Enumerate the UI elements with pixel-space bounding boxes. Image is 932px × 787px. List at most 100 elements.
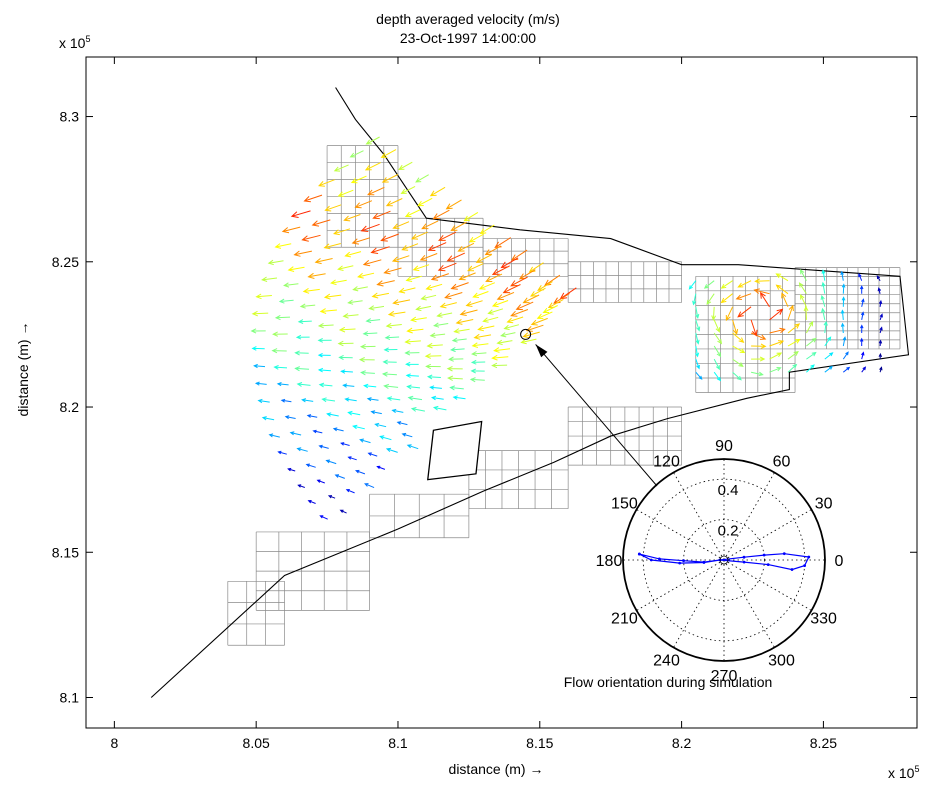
velocity-arrow bbox=[383, 347, 398, 353]
velocity-arrow bbox=[404, 338, 421, 345]
velocity-arrow bbox=[307, 500, 316, 504]
velocity-arrow bbox=[430, 395, 444, 401]
velocity-arrow bbox=[750, 319, 758, 337]
velocity-arrow bbox=[358, 357, 375, 363]
polar-angle-label: 270 bbox=[711, 668, 738, 685]
velocity-arrow bbox=[281, 226, 301, 234]
velocity-arrow bbox=[327, 495, 336, 499]
velocity-arrow bbox=[823, 320, 828, 334]
velocity-arrow bbox=[391, 255, 410, 263]
velocity-arrow bbox=[713, 358, 720, 371]
velocity-arrow bbox=[319, 308, 337, 314]
polar-spoke bbox=[636, 559, 725, 611]
polar-spoke bbox=[723, 472, 775, 561]
velocity-arrow bbox=[297, 484, 305, 488]
velocity-arrow bbox=[383, 267, 402, 275]
x-axis-exponent: x 105 bbox=[888, 764, 919, 781]
velocity-arrow bbox=[522, 294, 540, 304]
velocity-arrow bbox=[425, 283, 443, 291]
velocity-arrow bbox=[385, 322, 402, 329]
velocity-arrow bbox=[452, 395, 466, 400]
velocity-arrow bbox=[326, 412, 339, 417]
velocity-arrow bbox=[455, 319, 474, 325]
polar-track-point bbox=[766, 563, 770, 567]
velocity-arrow bbox=[273, 365, 288, 370]
velocity-arrow bbox=[720, 280, 733, 289]
velocity-arrow bbox=[334, 474, 345, 479]
velocity-arrow bbox=[859, 285, 864, 294]
velocity-arrow bbox=[806, 351, 817, 360]
domain-boundary bbox=[150, 87, 910, 698]
velocity-arrow bbox=[420, 294, 437, 301]
velocity-arrow bbox=[753, 288, 770, 295]
velocity-arrow bbox=[750, 371, 764, 377]
velocity-arrow bbox=[338, 326, 356, 333]
velocity-arrow bbox=[296, 382, 311, 387]
polar-angle-label: 90 bbox=[715, 438, 733, 455]
velocity-arrow bbox=[806, 364, 815, 373]
velocity-arrow bbox=[376, 280, 395, 287]
velocity-arrow bbox=[297, 319, 312, 324]
polar-track-point bbox=[742, 560, 746, 564]
y-tick-label: 8.3 bbox=[60, 109, 80, 125]
velocity-arrow bbox=[251, 310, 269, 317]
velocity-arrow bbox=[299, 303, 316, 309]
polar-angle-label: 0 bbox=[835, 553, 844, 570]
island-outline bbox=[427, 420, 483, 481]
velocity-arrow bbox=[382, 359, 397, 365]
velocity-arrow bbox=[695, 371, 703, 380]
polar-spoke bbox=[723, 559, 775, 648]
velocity-arrow bbox=[415, 174, 429, 183]
velocity-arrow bbox=[496, 291, 515, 301]
velocity-arrow bbox=[255, 293, 272, 300]
velocity-arrow bbox=[289, 431, 302, 436]
velocity-arrow bbox=[465, 300, 483, 307]
velocity-arrow bbox=[354, 469, 366, 475]
velocity-arrow bbox=[337, 265, 354, 271]
velocity-arrow bbox=[737, 306, 752, 318]
velocity-arrow bbox=[458, 272, 476, 281]
polar-track-point bbox=[678, 561, 682, 565]
polar-track-point bbox=[782, 552, 786, 556]
polar-track-point bbox=[702, 561, 706, 564]
velocity-arrow bbox=[491, 362, 508, 369]
velocity-arrow bbox=[688, 280, 697, 290]
velocity-arrow bbox=[695, 345, 700, 358]
velocity-arrow bbox=[496, 339, 513, 346]
velocity-arrow bbox=[306, 414, 318, 418]
velocity-arrow bbox=[433, 322, 449, 328]
velocity-arrow bbox=[800, 294, 807, 308]
velocity-arrow bbox=[432, 209, 450, 220]
polar-angle-label: 300 bbox=[768, 653, 795, 670]
velocity-arrow bbox=[318, 382, 333, 388]
velocity-arrow bbox=[424, 353, 442, 359]
y-axis-label: distance (m) → bbox=[15, 322, 31, 417]
velocity-arrow bbox=[253, 363, 266, 369]
velocity-arrow bbox=[261, 416, 275, 421]
velocity-arrow bbox=[317, 367, 331, 373]
velocity-arrow bbox=[448, 356, 464, 362]
velocity-arrow bbox=[363, 383, 377, 389]
velocity-arrow bbox=[381, 174, 399, 183]
velocity-arrow bbox=[544, 274, 561, 286]
velocity-arrow bbox=[349, 150, 364, 158]
velocity-arrow bbox=[446, 366, 463, 372]
velocity-arrow bbox=[506, 316, 524, 324]
velocity-arrow bbox=[302, 287, 320, 294]
velocity-arrow bbox=[367, 186, 385, 196]
velocity-arrow bbox=[340, 369, 353, 374]
polar-angle-label: 180 bbox=[596, 553, 623, 570]
velocity-arrow bbox=[425, 363, 441, 370]
x-tick-label: 8.2 bbox=[672, 735, 692, 751]
velocity-arrow bbox=[510, 309, 529, 317]
polar-angle-label: 330 bbox=[810, 611, 837, 628]
velocity-arrow bbox=[342, 383, 355, 388]
velocity-arrow bbox=[469, 377, 485, 383]
velocity-arrow bbox=[317, 337, 332, 343]
velocity-arrow bbox=[316, 479, 325, 484]
velocity-arrow bbox=[372, 210, 391, 220]
velocity-arrow bbox=[318, 444, 329, 449]
velocity-arrow bbox=[732, 358, 744, 367]
velocity-arrow bbox=[775, 284, 789, 295]
